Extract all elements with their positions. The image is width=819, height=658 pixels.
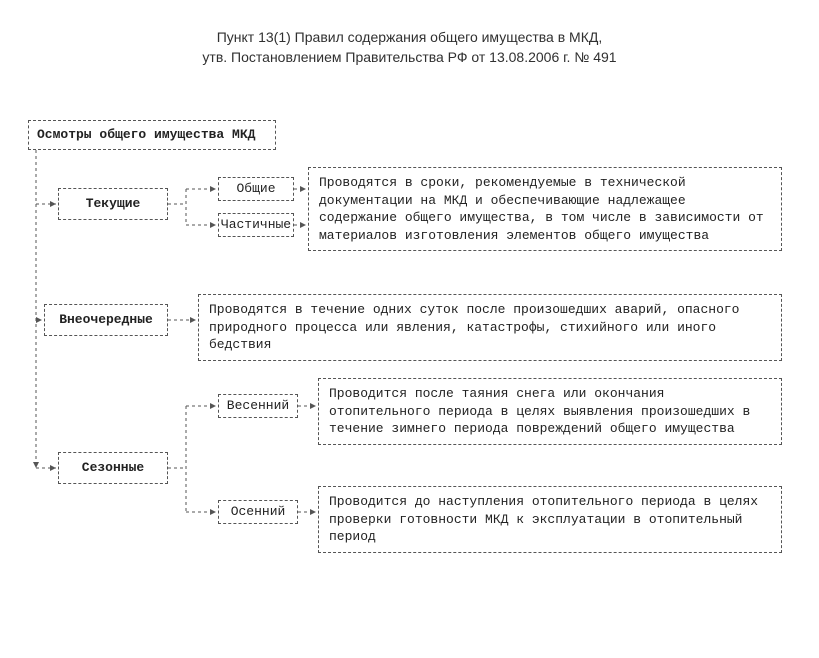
- seasonal-node: Сезонные: [58, 452, 168, 484]
- spring-node: Весенний: [218, 394, 298, 418]
- title-line-2: утв. Постановлением Правительства РФ от …: [0, 48, 819, 68]
- seasonal-label: Сезонные: [82, 459, 144, 477]
- partial-node: Частичные: [218, 213, 294, 237]
- spring-desc-text: Проводится после таяния снега или оконча…: [329, 386, 750, 436]
- partial-label: Частичные: [221, 216, 291, 234]
- root-label: Осмотры общего имущества МКД: [37, 126, 255, 144]
- spring-desc: Проводится после таяния снега или оконча…: [318, 378, 782, 445]
- autumn-node: Осенний: [218, 500, 298, 524]
- current-desc-text: Проводятся в сроки, рекомендуемые в техн…: [319, 175, 764, 243]
- current-label: Текущие: [86, 195, 141, 213]
- spring-label: Весенний: [227, 397, 289, 415]
- flowchart: Осмотры общего имущества МКД Текущие Общ…: [28, 120, 798, 640]
- current-node: Текущие: [58, 188, 168, 220]
- title-line-1: Пункт 13(1) Правил содержания общего иму…: [0, 28, 819, 48]
- unscheduled-desc-text: Проводятся в течение одних суток после п…: [209, 302, 740, 352]
- current-desc: Проводятся в сроки, рекомендуемые в техн…: [308, 167, 782, 251]
- autumn-label: Осенний: [231, 503, 286, 521]
- autumn-desc: Проводится до наступления отопительного …: [318, 486, 782, 553]
- autumn-desc-text: Проводится до наступления отопительного …: [329, 494, 758, 544]
- unscheduled-node: Внеочередные: [44, 304, 168, 336]
- general-node: Общие: [218, 177, 294, 201]
- root-node: Осмотры общего имущества МКД: [28, 120, 276, 150]
- diagram-title: Пункт 13(1) Правил содержания общего иму…: [0, 0, 819, 67]
- unscheduled-label: Внеочередные: [59, 311, 153, 329]
- general-label: Общие: [236, 180, 275, 198]
- unscheduled-desc: Проводятся в течение одних суток после п…: [198, 294, 782, 361]
